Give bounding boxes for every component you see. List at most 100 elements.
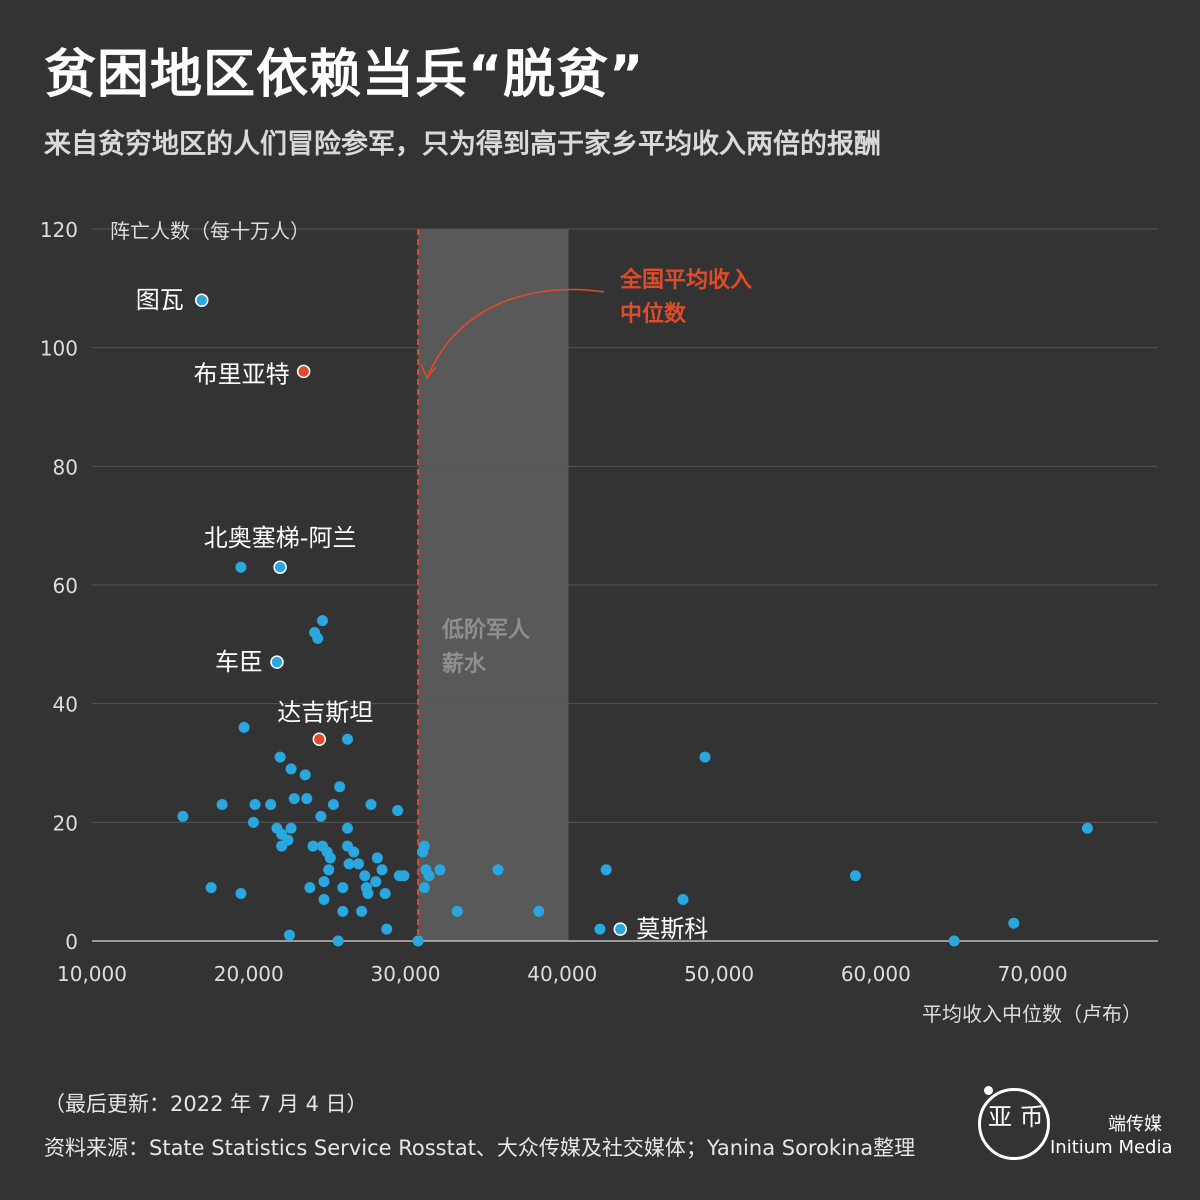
- data-point: [274, 751, 286, 763]
- median-arrow: [427, 288, 605, 377]
- highlight-point: [613, 922, 628, 936]
- data-point: [285, 822, 297, 834]
- x-tick-label: 40,000: [527, 962, 597, 986]
- data-point: [434, 864, 446, 876]
- data-point: [315, 810, 327, 822]
- data-point: [849, 870, 861, 882]
- data-point: [334, 781, 346, 793]
- data-point: [235, 888, 247, 900]
- data-point: [342, 822, 354, 834]
- data-point: [376, 864, 388, 876]
- data-point: [353, 858, 364, 870]
- highlight-point: [273, 560, 287, 574]
- data-point: [205, 882, 217, 894]
- chart-title: 贫困地区依赖当兵“脱贫”: [44, 45, 645, 105]
- data-point: [324, 852, 336, 864]
- point-label: 车臣: [215, 648, 263, 676]
- data-point: [365, 799, 377, 811]
- data-point: [418, 840, 430, 852]
- initium-logo-circle: [978, 1088, 1050, 1160]
- x-axis-label: 平均收入中位数（卢布）: [922, 1002, 1142, 1026]
- data-point: [312, 632, 324, 644]
- data-point: [370, 876, 382, 888]
- y-tick-label: 100: [40, 337, 78, 361]
- brand-name-cn: 端传媒: [1108, 1114, 1162, 1135]
- data-point: [371, 852, 383, 864]
- data-point: [1008, 917, 1020, 929]
- x-tick-label: 50,000: [684, 962, 754, 986]
- data-point: [359, 870, 371, 882]
- band-label: 低阶军人: [441, 617, 530, 643]
- data-point: [327, 799, 339, 811]
- median-label: 中位数: [620, 301, 687, 327]
- highlight-point: [194, 293, 209, 307]
- data-point: [318, 893, 330, 905]
- data-point: [342, 733, 354, 745]
- data-point: [699, 751, 711, 763]
- data-point: [288, 793, 300, 805]
- initium-logo-mark: 亚 币: [988, 1103, 1044, 1131]
- data-point: [337, 882, 349, 894]
- highlight-point: [270, 655, 284, 669]
- data-point: [265, 799, 277, 811]
- data-point: [356, 905, 368, 917]
- highlight-point: [312, 732, 327, 747]
- data-point: [533, 905, 545, 917]
- data-point: [1081, 822, 1093, 834]
- data-point: [332, 935, 344, 947]
- data-point: [948, 935, 960, 947]
- data-point: [362, 888, 374, 900]
- data-point: [316, 615, 328, 627]
- point-label: 北奥塞梯-阿兰: [204, 524, 357, 552]
- highlight-point: [296, 364, 311, 379]
- point-label: 莫斯科: [636, 915, 708, 943]
- initium-logo-dot: [984, 1086, 993, 1095]
- y-tick-label: 60: [53, 574, 78, 598]
- chart-subtitle: 来自贫穷地区的人们冒险参军，只为得到高于家乡平均收入两倍的报酬: [44, 129, 881, 160]
- y-tick-label: 80: [53, 455, 78, 479]
- band-label: 薪水: [442, 651, 487, 677]
- data-point: [249, 799, 261, 811]
- data-point: [304, 882, 316, 894]
- x-tick-label: 10,000: [57, 962, 127, 986]
- data-point: [594, 923, 606, 935]
- data-point: [216, 799, 228, 811]
- source-note: 资料来源：State Statistics Service Rosstat、大众…: [44, 1136, 916, 1160]
- x-tick-label: 30,000: [371, 962, 441, 986]
- y-axis-label: 阵亡人数（每十万人）: [110, 219, 310, 243]
- data-point: [299, 769, 311, 781]
- x-tick-label: 70,000: [998, 962, 1068, 986]
- data-point: [418, 882, 430, 894]
- data-point: [282, 834, 294, 846]
- data-point: [398, 870, 410, 882]
- data-point: [235, 561, 247, 573]
- data-point: [247, 816, 259, 828]
- data-point: [451, 905, 463, 917]
- data-point: [392, 804, 404, 816]
- data-point: [307, 840, 319, 852]
- y-tick-label: 20: [53, 811, 78, 835]
- data-point: [318, 876, 330, 888]
- brand-name-en: Initium Media: [1050, 1137, 1173, 1158]
- point-label: 布里亚特: [194, 360, 290, 388]
- data-point: [379, 888, 391, 900]
- data-point: [492, 864, 504, 876]
- data-point: [600, 864, 612, 876]
- data-point: [337, 905, 349, 917]
- y-tick-label: 40: [53, 693, 78, 717]
- data-point: [323, 864, 335, 876]
- data-point: [348, 846, 360, 858]
- data-point: [423, 870, 435, 882]
- y-tick-label: 120: [40, 218, 78, 242]
- x-tick-label: 20,000: [214, 962, 284, 986]
- data-point: [177, 810, 189, 822]
- data-point: [285, 763, 297, 775]
- x-tick-label: 60,000: [841, 962, 911, 986]
- data-point: [381, 923, 393, 935]
- point-label: 图瓦: [136, 286, 184, 314]
- median-label: 全国平均收入: [619, 267, 752, 293]
- point-label: 达吉斯坦: [277, 698, 373, 726]
- median-arrowhead: [420, 363, 437, 380]
- last-updated-note: （最后更新：2022 年 7 月 4 日）: [44, 1092, 368, 1116]
